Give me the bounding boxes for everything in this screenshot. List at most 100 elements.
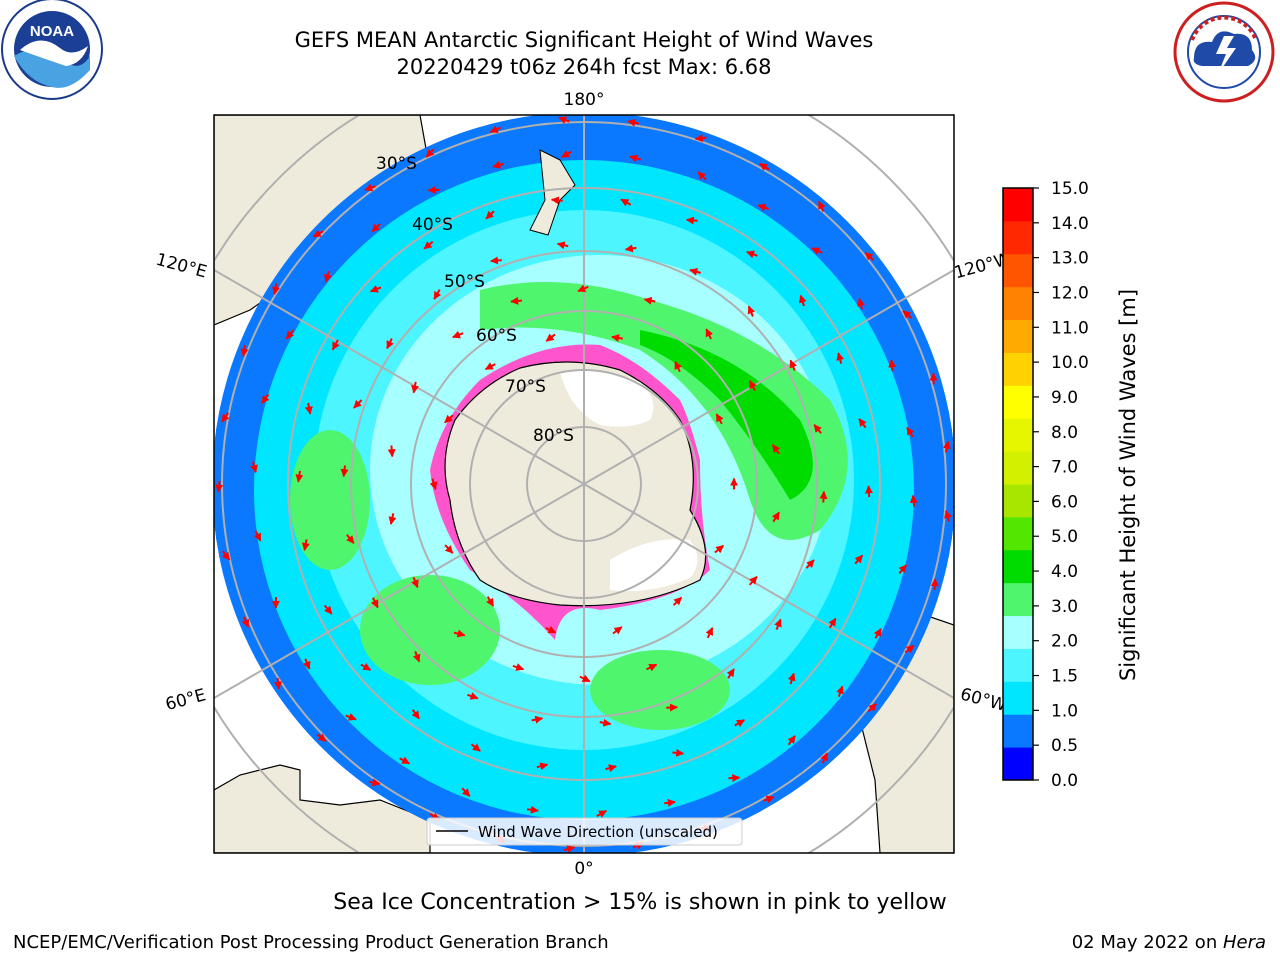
wind-wave-arrow [612, 626, 623, 635]
wind-wave-arrow [221, 412, 230, 423]
wind-wave-arrow [550, 196, 563, 205]
wind-wave-arrow [486, 596, 495, 607]
colorbar-bin [1003, 451, 1033, 485]
svg-text:NOAA: NOAA [30, 23, 74, 40]
colorbar-bin [1003, 418, 1033, 452]
wind-wave-arrow [771, 444, 781, 455]
wind-wave-arrow [909, 494, 918, 507]
wind-wave-arrow [763, 795, 775, 804]
wind-wave-arrow [360, 662, 372, 671]
colorbar-bin [1003, 352, 1033, 386]
wind-wave-arrow [461, 787, 471, 797]
colorbar-frame [1002, 187, 1034, 781]
wind-wave-arrow [813, 424, 822, 434]
wind-wave-arrow [771, 511, 780, 523]
wind-wave-arrow [787, 735, 796, 746]
wind-wave-arrow [323, 604, 333, 615]
wind-wave-arrow [364, 183, 376, 192]
wind-wave-arrow [759, 162, 770, 171]
wind-wave-arrow [672, 748, 685, 757]
wind-wave-arrow [728, 774, 741, 783]
wind-wave-arrow [805, 559, 815, 569]
wind-wave-arrow [697, 171, 707, 181]
wind-wave-arrow [545, 333, 556, 342]
wind-wave-arrow [221, 550, 231, 561]
colorbar-bin [1003, 516, 1033, 551]
wind-wave-arrow [556, 241, 569, 250]
wind-wave-arrow [444, 544, 454, 554]
wind-wave-arrow [787, 672, 796, 685]
colorbar-bin [1003, 582, 1033, 617]
colorbar-bin [1003, 385, 1033, 419]
colorbar-bin [1003, 220, 1033, 255]
wind-wave-arrow [512, 663, 525, 671]
colorbar-bin [1003, 615, 1033, 649]
colorbar-bin [1003, 484, 1033, 518]
colorbar-bin [1003, 714, 1033, 748]
wind-wave-arrow [836, 685, 844, 698]
wind-wave-arrow [596, 810, 608, 818]
wind-wave-arrow [579, 674, 591, 683]
wind-wave-arrow [261, 393, 270, 404]
wind-wave-arrow [387, 445, 396, 458]
lat-label-80s: 80°S [533, 426, 574, 446]
colorbar-label: Significant Height of Wind Waves [m] [1116, 288, 1140, 682]
wind-wave-arrow [666, 703, 678, 712]
lon-label-120e: 120°E [154, 250, 209, 283]
lat-label-60s: 60°S [476, 326, 517, 346]
wind-wave-arrows [215, 116, 952, 853]
colorbar-tick-label: 3.0 [1051, 597, 1078, 617]
wind-wave-arrow [316, 733, 327, 742]
colorbar-tick-label: 2.0 [1051, 632, 1078, 652]
wind-wave-arrow [746, 250, 758, 259]
wind-wave-arrow [545, 625, 557, 634]
wind-wave-arrow [558, 116, 570, 124]
colorbar-tick-label: 0.0 [1051, 771, 1078, 791]
wind-wave-arrow [485, 210, 495, 220]
wind-wave-arrow [748, 575, 758, 586]
colorbar-tick-label: 6.0 [1051, 492, 1078, 512]
land-new-zealand [529, 149, 576, 236]
wind-wave-arrow [898, 564, 908, 575]
wind-wave-arrow [577, 284, 589, 293]
wind-wave-arrow [705, 328, 714, 340]
wind-wave-arrow [346, 534, 355, 544]
wind-wave-arrow [757, 203, 770, 212]
wind-wave-arrow [605, 764, 617, 773]
map-frame [213, 114, 955, 854]
wind-wave-arrow [368, 778, 381, 787]
land-africa [214, 764, 431, 853]
wind-wave-arrow [904, 644, 915, 654]
wind-wave-arrow [685, 216, 698, 225]
wind-wave-arrow [386, 338, 394, 350]
wind-wave-arrow [705, 627, 714, 639]
colorbar-bin [1003, 253, 1033, 288]
wind-wave-arrow [411, 709, 420, 720]
wave-band-5m [640, 330, 813, 500]
colorbar-tick-label: 12.0 [1051, 283, 1089, 303]
colorbar: 0.0 0.5 1.0 1.5 2.0 3.0 4.0 5.0 6.0 7.0 8.0 9.0 10.0… [1002, 179, 1089, 791]
wind-wave-arrow [369, 285, 382, 293]
colorbar-tick-label: 4.0 [1051, 562, 1078, 582]
wind-wave-arrow [854, 554, 864, 565]
colorbar-tick-label: 0.5 [1051, 736, 1078, 756]
wind-wave-arrow [489, 125, 502, 134]
wind-wave-arrow [253, 530, 262, 542]
colorbar-tick-label: 13.0 [1051, 249, 1089, 269]
wind-wave-arrow [774, 618, 782, 630]
colorbar-tick-label: 14.0 [1051, 214, 1089, 234]
footer-credit: NCEP/EMC/Verification Post Processing Pr… [13, 932, 609, 953]
lat-label-50s: 50°S [444, 272, 485, 292]
wind-wave-arrow [902, 310, 913, 319]
nws-logo [1173, 1, 1275, 103]
wind-wave-arrow [828, 617, 837, 629]
colorbar-tick-label: 1.5 [1051, 667, 1078, 687]
colorbar-tick-label: 7.0 [1051, 458, 1078, 478]
map-legend: Wind Wave Direction (unscaled) [426, 817, 743, 846]
wind-wave-arrow [789, 359, 798, 371]
wind-wave-arrow [748, 380, 757, 392]
colorbar-tick-label: 8.0 [1051, 423, 1078, 443]
wind-wave-arrow [371, 223, 381, 233]
wind-wave-arrow [888, 359, 897, 372]
